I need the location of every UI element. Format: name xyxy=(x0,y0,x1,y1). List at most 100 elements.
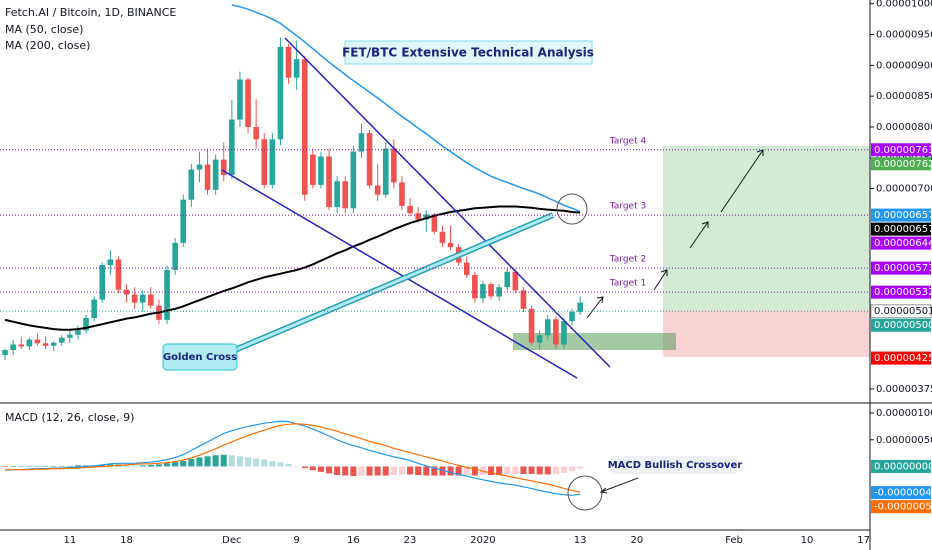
candle-body xyxy=(520,290,527,309)
price-badge-label: 0.00000500 xyxy=(874,320,932,331)
histogram-bar xyxy=(560,466,567,473)
candle-body xyxy=(326,156,332,208)
histogram-bar xyxy=(577,466,584,469)
histogram-bar xyxy=(334,466,341,476)
histogram-bar xyxy=(204,456,211,467)
y-tick-label: 0.00001000 xyxy=(876,0,932,10)
candle-body xyxy=(366,133,373,186)
candle-body xyxy=(188,169,195,200)
histogram-bar xyxy=(342,466,349,476)
candle-body xyxy=(301,59,308,195)
price-badge-label: 0.00000762 xyxy=(874,159,932,170)
histogram-bar xyxy=(172,462,179,467)
annotation: MACD Bullish Crossover xyxy=(608,460,743,471)
histogram-bar xyxy=(236,456,243,467)
histogram-bar xyxy=(66,465,73,467)
candle-body xyxy=(99,265,106,300)
histogram-bar xyxy=(358,466,365,476)
candle-body xyxy=(261,139,268,185)
price-badge xyxy=(871,285,931,299)
annotation: Golden Cross xyxy=(163,352,237,363)
x-tick-label: 20 xyxy=(630,535,643,546)
histogram-bar xyxy=(488,466,495,476)
crossover-circle xyxy=(556,193,588,225)
histogram-bar xyxy=(512,466,519,474)
x-tick-label: 9 xyxy=(293,535,299,546)
histogram-bar xyxy=(2,466,9,467)
candle-body xyxy=(115,259,122,290)
histogram-bar xyxy=(164,463,171,467)
candle-body xyxy=(139,294,146,303)
price-badge-label: 0.00000000 xyxy=(874,461,932,472)
histogram-bar xyxy=(439,466,446,476)
target-label: Target 2 xyxy=(609,255,646,265)
y-tick-label: 0.00000375 xyxy=(876,384,932,395)
symbol-legend: Fetch.AI / Bitcoin, 1D, BINANCE xyxy=(5,6,176,19)
macd-title: MACD (12, 26, close, 9) xyxy=(5,411,134,424)
histogram-bar xyxy=(147,464,154,467)
arrow xyxy=(653,269,668,291)
histogram-bar xyxy=(463,466,470,476)
golden-cross-arrow-inner xyxy=(234,213,554,352)
candle-body xyxy=(447,242,454,248)
histogram-bar xyxy=(253,458,260,467)
histogram-bar xyxy=(536,466,543,475)
moving-average xyxy=(4,205,581,331)
candle-body xyxy=(407,205,413,214)
candle-body xyxy=(399,182,405,206)
histogram-bar xyxy=(552,466,559,474)
candle-body xyxy=(220,159,227,176)
histogram-bar xyxy=(123,464,130,467)
histogram-bar xyxy=(398,466,405,475)
legend-entry: MA (200, close) xyxy=(5,39,90,52)
candle-body xyxy=(553,319,559,345)
chart-title: FET/BTC Extensive Technical Analysis xyxy=(342,46,594,60)
candle-body xyxy=(342,181,349,209)
price-badge xyxy=(871,261,931,275)
candle-body xyxy=(67,334,73,338)
histogram-bar xyxy=(139,465,146,467)
candle-body xyxy=(34,339,41,344)
target-label: Target 3 xyxy=(609,202,646,212)
histogram-bar xyxy=(569,466,576,472)
histogram-bar xyxy=(155,464,162,467)
support-line xyxy=(221,169,578,379)
y-tick-label: 0.00000700 xyxy=(876,184,932,195)
histogram-bar xyxy=(496,466,503,476)
histogram-bar xyxy=(212,455,219,467)
candle-body xyxy=(237,79,243,120)
candle-body xyxy=(569,311,575,322)
price-badge xyxy=(871,143,931,157)
histogram-bar xyxy=(42,465,49,467)
price-badge xyxy=(871,486,931,500)
candle-body xyxy=(318,156,324,185)
candle-body xyxy=(245,79,251,127)
histogram-bar xyxy=(520,466,527,474)
candle-body xyxy=(253,126,259,140)
arrow xyxy=(586,296,604,319)
candle-body xyxy=(42,343,49,346)
candle-body xyxy=(472,274,478,299)
price-badge xyxy=(871,208,931,222)
target-label: Target 4 xyxy=(609,136,647,146)
candle-body xyxy=(358,133,365,152)
price-badge-label: 0.00000763 xyxy=(874,145,932,156)
candle-body xyxy=(415,213,421,220)
candle-body xyxy=(75,330,81,335)
x-tick-label: 17 xyxy=(857,535,870,546)
x-tick-label: 10 xyxy=(801,535,814,546)
candle-body xyxy=(277,46,284,140)
histogram-bar xyxy=(447,466,454,476)
histogram-bar xyxy=(188,458,195,467)
price-badge xyxy=(871,222,931,236)
candle-body xyxy=(229,119,235,176)
histogram-bar xyxy=(285,463,292,467)
moving-average xyxy=(231,4,581,213)
histogram-bar xyxy=(423,466,430,476)
candle-body xyxy=(350,151,357,209)
loss-zone xyxy=(663,310,870,357)
histogram-bar xyxy=(407,466,414,475)
candle-body xyxy=(172,242,178,270)
legend-entry: MA (50, close) xyxy=(5,23,83,36)
